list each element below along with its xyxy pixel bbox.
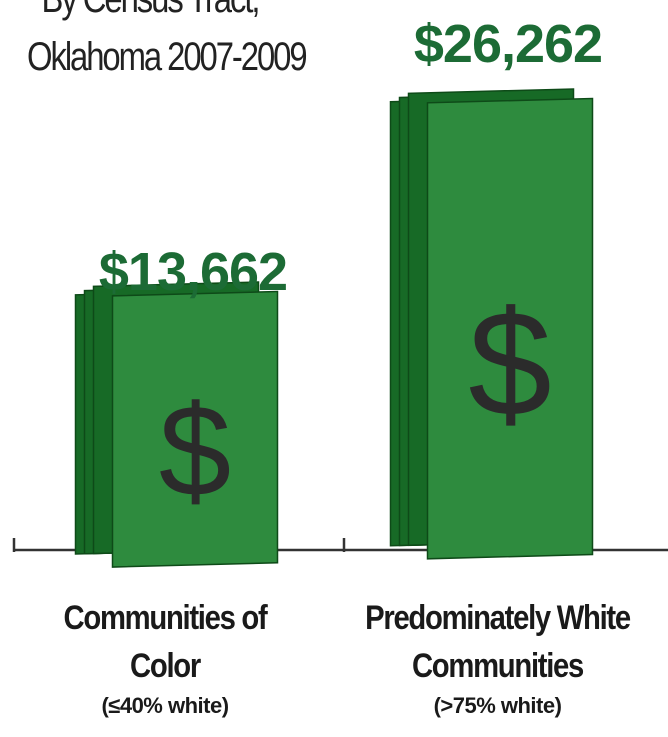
bar-1-front-bill [111,290,279,568]
category-1-note: (≤40% white) [101,693,229,718]
title-line-1: By Census Tract, [27,0,273,28]
bar-2-value-label: $26,262 [414,14,602,74]
bar-2: $ [389,88,594,560]
bar-2-dollar-icon: $ [468,279,551,447]
category-2-note: (>75% white) [433,693,562,718]
chart-title: By Census Tract, Oklahoma 2007-2009 [27,0,308,86]
bar-1-dollar-icon: $ [159,377,231,523]
bar-1-value-label: $13,662 [99,242,287,302]
bar-2-front-bill [426,97,594,560]
title-line-2: Oklahoma 2007-2009 [27,35,308,79]
category-label-2: Predominately White Communities (>75% wh… [325,594,668,722]
bar-1: $ [74,281,279,568]
category-1-name: Communities of Color [63,599,268,685]
category-label-1: Communities of Color (≤40% white) [10,594,320,722]
category-2-name: Predominately White Communities [365,599,631,685]
